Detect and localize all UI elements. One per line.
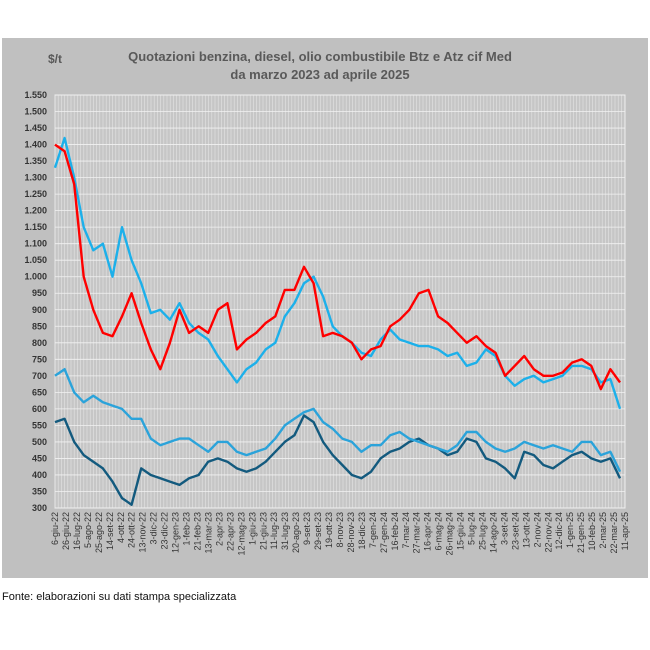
y-tick-label: 1.450 <box>24 123 47 133</box>
y-tick-label: 800 <box>32 338 47 348</box>
y-tick-label: 350 <box>32 486 47 496</box>
x-tick-label: 31-lug-23 <box>280 512 290 550</box>
x-tick-label: 22-mar-25 <box>609 512 619 554</box>
y-tick-label: 450 <box>32 453 47 463</box>
source-note: Fonte: elaborazioni su dati stampa speci… <box>2 591 237 603</box>
x-tick-label: 20-ago-23 <box>291 512 301 553</box>
x-tick-label: 26-giu-22 <box>61 512 71 550</box>
series-line <box>53 136 622 410</box>
chart-subtitle: da marzo 2023 ad aprile 2025 <box>230 67 409 82</box>
x-tick-label: 16-feb-24 <box>390 512 400 551</box>
x-tick-label: 9-set-23 <box>302 512 312 545</box>
x-tick-label: 23-set-24 <box>510 512 520 550</box>
series-line <box>54 414 622 506</box>
x-tick-label: 6-giu-22 <box>50 512 60 545</box>
x-tick-label: 15-giu-24 <box>456 512 466 550</box>
y-tick-label: 550 <box>32 420 47 430</box>
x-tick-label: 27-gen-24 <box>379 512 389 553</box>
x-tick-label: 13-ott-24 <box>521 512 531 548</box>
x-tick-label: 21-giu-23 <box>258 512 268 550</box>
x-tick-label: 22-apr-23 <box>225 512 235 551</box>
y-axis-ticks: 1.550 1.500 1.450 1.400 1.350 1.300 1.250 1.200… <box>24 90 47 513</box>
x-tick-label: 18-dic-23 <box>357 512 367 550</box>
y-tick-label: 1.050 <box>24 255 47 265</box>
x-tick-label: 10-feb-25 <box>587 512 597 551</box>
x-tick-label: 27-mar-24 <box>412 512 422 554</box>
y-tick-label: 1.000 <box>24 272 47 282</box>
x-tick-label: 13-mar-23 <box>203 512 213 554</box>
x-tick-label: 12-gen-23 <box>171 512 181 553</box>
x-tick-label: 4-ott-22 <box>116 512 126 543</box>
x-tick-label: 12-dic-24 <box>554 512 564 550</box>
y-tick-label: 600 <box>32 404 47 414</box>
y-tick-label: 1.300 <box>24 173 47 183</box>
x-tick-label: 16-lug-22 <box>72 512 82 550</box>
x-tick-label: 1-giu-23 <box>247 512 257 545</box>
y-tick-label: 650 <box>32 387 47 397</box>
x-tick-label: 14-set-22 <box>105 512 115 550</box>
y-tick-label: 1.250 <box>24 189 47 199</box>
x-tick-label: 11-lug-23 <box>269 512 279 549</box>
x-tick-label: 12-mag-23 <box>236 512 246 556</box>
x-tick-label: 28-nov-23 <box>346 512 356 553</box>
y-tick-label: 300 <box>32 503 47 513</box>
x-tick-label: 2-nov-24 <box>532 512 542 548</box>
x-tick-label: 2-apr-23 <box>214 512 224 546</box>
x-tick-label: 3-dic-22 <box>149 512 159 545</box>
series-lines <box>53 136 622 506</box>
series-line <box>54 143 621 391</box>
x-tick-label: 26-mag-24 <box>445 512 455 556</box>
series-line <box>54 368 622 473</box>
x-tick-label: 5-lug-24 <box>467 512 477 545</box>
x-tick-label: 21-feb-23 <box>193 512 203 551</box>
x-tick-label: 7-gen-24 <box>368 512 378 548</box>
x-tick-label: 2-mar-25 <box>598 512 608 549</box>
y-tick-label: 1.500 <box>24 107 47 117</box>
y-tick-label: 1.350 <box>24 156 47 166</box>
x-tick-label: 6-mag-24 <box>434 512 444 551</box>
x-tick-label: 19-ott-23 <box>324 512 334 548</box>
y-axis-unit: $/t <box>48 52 62 66</box>
x-tick-label: 11-apr-25 <box>620 512 630 550</box>
x-tick-label: 5-ago-22 <box>83 512 93 548</box>
x-tick-label: 21-gen-25 <box>576 512 586 553</box>
y-tick-label: 1.550 <box>24 90 47 100</box>
chart-title: Quotazioni benzina, diesel, olio combust… <box>128 49 512 64</box>
x-tick-label: 7-mar-24 <box>401 512 411 549</box>
y-tick-label: 850 <box>32 321 47 331</box>
y-tick-label: 1.400 <box>24 140 47 150</box>
y-tick-label: 500 <box>32 437 47 447</box>
y-tick-label: 750 <box>32 354 47 364</box>
x-axis-ticks: 6-giu-22 26-giu-22 16-lug-22 5-ago-22 25-ago… <box>50 512 630 556</box>
x-tick-label: 16-apr-24 <box>423 512 433 551</box>
x-tick-label: 13-nov-22 <box>138 512 148 553</box>
y-tick-label: 400 <box>32 470 47 480</box>
x-tick-label: 25-ago-22 <box>94 512 104 553</box>
x-tick-label: 25-lug-24 <box>478 512 488 550</box>
x-tick-label: 8-nov-23 <box>335 512 345 548</box>
y-tick-label: 1.200 <box>24 206 47 216</box>
x-tick-label: 29-set-23 <box>313 512 323 550</box>
x-tick-label: 3-set-24 <box>499 512 509 545</box>
x-tick-label: 23-dic-22 <box>160 512 170 550</box>
y-tick-label: 1.150 <box>24 222 47 232</box>
y-tick-label: 900 <box>32 305 47 315</box>
x-tick-label: 14-ago-24 <box>488 512 498 553</box>
x-tick-label: 24-ott-22 <box>127 512 137 548</box>
y-tick-label: 700 <box>32 371 47 381</box>
x-tick-label: 22-nov-24 <box>543 512 553 553</box>
x-tick-label: 1-feb-23 <box>182 512 192 546</box>
y-tick-label: 950 <box>32 288 47 298</box>
x-tick-label: 1-gen-25 <box>565 512 575 548</box>
y-tick-label: 1.100 <box>24 239 47 249</box>
